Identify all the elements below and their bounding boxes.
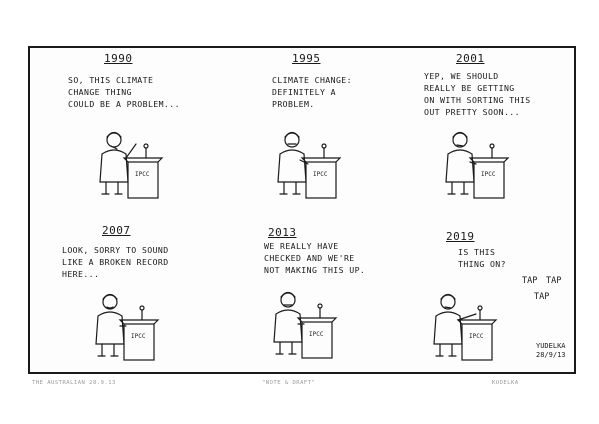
panel-year: 1990 bbox=[104, 52, 133, 65]
footer-center: "NOTE & DRAFT" bbox=[262, 380, 316, 386]
speech-text: LOOK, SORRY TO SOUND LIKE A BROKEN RECOR… bbox=[62, 245, 169, 279]
tap-sound-3: TAP bbox=[534, 292, 550, 302]
podium-label: IPCC bbox=[313, 171, 328, 178]
footer-left: THE AUSTRALIAN 28.9.13 bbox=[32, 380, 116, 386]
panel-year: 2001 bbox=[456, 52, 485, 65]
footer-right: KUDELKA bbox=[492, 380, 519, 386]
speech-text: YEP, WE SHOULD REALLY BE GETTING ON WITH… bbox=[424, 71, 531, 117]
speech-text: IS THIS THING ON? bbox=[458, 247, 506, 269]
speaker-tapping-microphone-illustration: IPCC bbox=[433, 293, 498, 361]
panel-1995: 1995 CLIMATE CHANGE: DEFINITELY A PROBLE… bbox=[216, 52, 392, 210]
speech-text: SO, THIS CLIMATE CHANGE THING COULD BE A… bbox=[68, 75, 180, 109]
speech-text: CLIMATE CHANGE: DEFINITELY A PROBLEM. bbox=[272, 75, 352, 109]
podium-label: IPCC bbox=[135, 171, 150, 178]
speaker-at-podium-illustration: IPCC bbox=[273, 291, 338, 359]
cartoon-frame: 1990 SO, THIS CLIMATE CHANGE THING COULD… bbox=[28, 46, 576, 374]
podium-label: IPCC bbox=[131, 333, 146, 340]
speech-text: WE REALLY HAVE CHECKED AND WE'RE NOT MAK… bbox=[264, 241, 366, 275]
panel-2007: 2007 LOOK, SORRY TO SOUND LIKE A BROKEN … bbox=[38, 214, 214, 372]
panel-1990: 1990 SO, THIS CLIMATE CHANGE THING COULD… bbox=[38, 52, 214, 210]
panel-year: 2019 bbox=[446, 230, 475, 243]
panel-year: 1995 bbox=[292, 52, 321, 65]
tap-sound-1: TAP bbox=[522, 276, 538, 286]
speaker-at-podium-illustration: IPCC bbox=[277, 131, 342, 199]
tap-sound-2: TAP bbox=[546, 276, 562, 286]
panel-2001: 2001 YEP, WE SHOULD REALLY BE GETTING ON… bbox=[394, 52, 570, 210]
podium-label: IPCC bbox=[309, 331, 324, 338]
speaker-at-podium-illustration: IPCC bbox=[95, 293, 160, 361]
panel-year: 2013 bbox=[268, 226, 297, 239]
panel-2013: 2013 WE REALLY HAVE CHECKED AND WE'RE NO… bbox=[216, 214, 392, 372]
panel-year: 2007 bbox=[102, 224, 131, 237]
panel-2019: 2019 IS THIS THING ON? IPCC bbox=[394, 214, 570, 372]
speaker-at-podium-illustration: IPCC bbox=[99, 131, 164, 199]
podium-label: IPCC bbox=[469, 333, 484, 340]
artist-signature: YUDELKA 28/9/13 bbox=[536, 342, 566, 359]
podium-label: IPCC bbox=[481, 171, 496, 178]
speaker-at-podium-illustration: IPCC bbox=[445, 131, 510, 199]
